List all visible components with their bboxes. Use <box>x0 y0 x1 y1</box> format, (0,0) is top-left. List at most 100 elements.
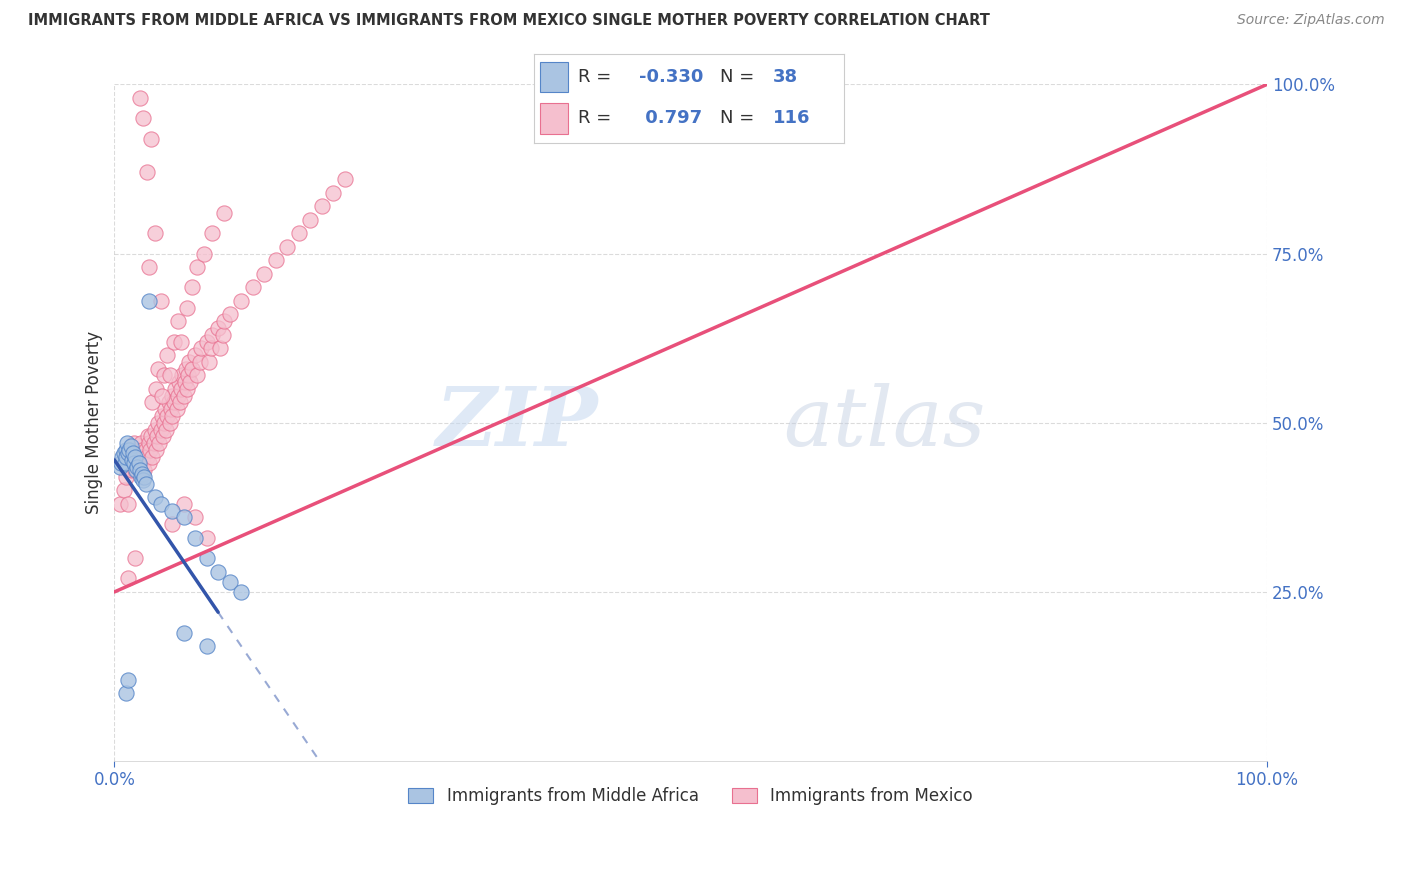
Point <box>149 293 172 308</box>
Point <box>108 497 131 511</box>
FancyBboxPatch shape <box>540 103 568 134</box>
Point <box>134 470 156 484</box>
Point <box>121 450 143 464</box>
Point <box>155 423 177 437</box>
Point <box>112 483 135 498</box>
Point <box>193 246 215 260</box>
Point <box>153 416 176 430</box>
Point <box>149 423 172 437</box>
Point <box>195 334 218 349</box>
Point <box>153 368 176 383</box>
Text: ZIP: ZIP <box>436 383 599 463</box>
Point <box>125 456 148 470</box>
Point <box>127 459 149 474</box>
Point <box>231 293 253 308</box>
Point <box>211 327 233 342</box>
Point <box>129 436 152 450</box>
Point <box>172 368 194 383</box>
Text: 116: 116 <box>772 109 810 127</box>
Point <box>173 375 195 389</box>
Point <box>170 382 193 396</box>
Point <box>176 301 198 315</box>
Point <box>148 416 170 430</box>
Point <box>311 199 333 213</box>
Point <box>143 227 166 241</box>
Point <box>135 165 157 179</box>
Point <box>173 510 195 524</box>
Point <box>136 429 159 443</box>
Point <box>299 212 322 227</box>
Point <box>156 409 179 423</box>
Point <box>120 439 142 453</box>
Point <box>142 436 165 450</box>
Point <box>143 423 166 437</box>
Point <box>138 456 160 470</box>
Point <box>195 531 218 545</box>
Point <box>160 504 183 518</box>
Point <box>121 456 143 470</box>
Point <box>184 531 207 545</box>
Point <box>132 450 155 464</box>
Point <box>160 402 183 417</box>
Point <box>128 463 150 477</box>
Point <box>112 446 135 460</box>
Point <box>141 131 163 145</box>
Point <box>195 551 218 566</box>
Point <box>160 517 183 532</box>
Point <box>166 402 188 417</box>
Point <box>132 456 155 470</box>
Point <box>114 456 136 470</box>
Point <box>145 442 167 457</box>
Point <box>117 673 139 687</box>
Point <box>150 409 173 423</box>
Point <box>212 314 235 328</box>
Point <box>117 497 139 511</box>
Text: 0.797: 0.797 <box>640 109 703 127</box>
Point <box>143 490 166 504</box>
Point <box>201 327 224 342</box>
Point <box>160 389 183 403</box>
Point <box>128 463 150 477</box>
Point <box>124 551 146 566</box>
Point <box>165 382 187 396</box>
Point <box>188 355 211 369</box>
Point <box>124 463 146 477</box>
Point <box>115 450 138 464</box>
Point <box>201 227 224 241</box>
Point <box>128 450 150 464</box>
Point <box>167 375 190 389</box>
Point <box>212 206 235 220</box>
Point <box>198 355 221 369</box>
Point <box>156 348 179 362</box>
Point <box>179 375 201 389</box>
Y-axis label: Single Mother Poverty: Single Mother Poverty <box>86 331 103 515</box>
Point <box>139 442 162 457</box>
Point <box>159 368 181 383</box>
Point <box>253 267 276 281</box>
Point <box>173 497 195 511</box>
Point <box>159 416 181 430</box>
Point <box>115 442 138 457</box>
Point <box>135 450 157 464</box>
Point <box>190 342 212 356</box>
Point <box>166 389 188 403</box>
Point <box>132 112 155 126</box>
Point <box>122 456 145 470</box>
FancyBboxPatch shape <box>540 62 568 92</box>
Point <box>146 429 169 443</box>
Point <box>150 389 173 403</box>
Point <box>231 585 253 599</box>
Point <box>132 473 155 487</box>
Point <box>121 446 143 460</box>
Point <box>166 314 188 328</box>
Text: R =: R = <box>578 68 610 86</box>
Text: N =: N = <box>720 68 754 86</box>
Point <box>180 361 202 376</box>
Point <box>135 476 157 491</box>
Point <box>177 368 200 383</box>
Point <box>134 463 156 477</box>
Point <box>276 240 298 254</box>
Point <box>120 442 142 457</box>
Point <box>131 442 153 457</box>
Text: IMMIGRANTS FROM MIDDLE AFRICA VS IMMIGRANTS FROM MEXICO SINGLE MOTHER POVERTY CO: IMMIGRANTS FROM MIDDLE AFRICA VS IMMIGRA… <box>28 13 990 29</box>
